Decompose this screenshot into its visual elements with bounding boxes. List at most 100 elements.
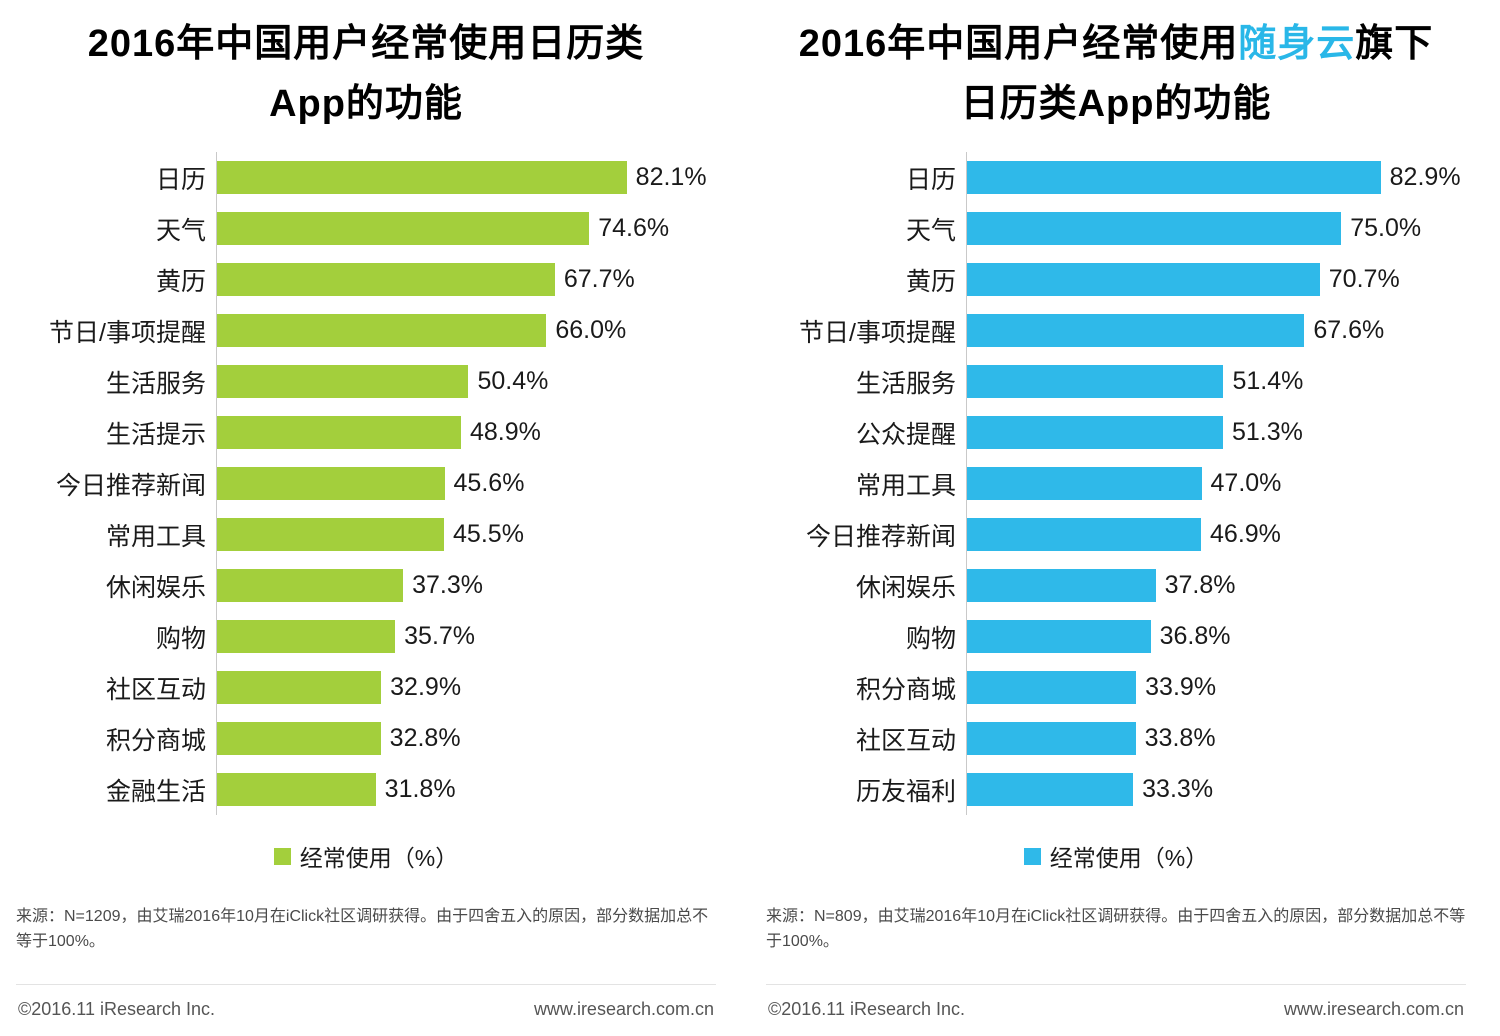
- category-label: 积分商城: [855, 675, 956, 704]
- bar-track: 66.0%: [216, 305, 716, 357]
- website-link[interactable]: www.iresearch.com.cn: [533, 999, 714, 1019]
- bar-row: 社区互动 32.9%: [16, 662, 716, 714]
- chart-title-line: App的功能: [16, 74, 716, 134]
- value-label: 31.8%: [384, 775, 456, 804]
- category-label: 金融生活: [105, 777, 206, 806]
- category-label: 积分商城: [105, 726, 206, 755]
- bar-track: 46.9%: [966, 509, 1466, 561]
- category-label: 今日推荐新闻: [805, 522, 956, 551]
- category-label: 节日/事项提醒: [49, 318, 206, 347]
- category-label: 生活服务: [855, 369, 956, 398]
- bar-track: 47.0%: [966, 458, 1466, 510]
- bar-row: 生活服务 51.4%: [766, 356, 1466, 408]
- bar-track: 45.5%: [216, 509, 716, 561]
- calendar-apps-usage-chart: 2016年中国用户经常使用日历类 App的功能 日历 82.1% 天气 74.6% 黄历 6…: [16, 23, 716, 1019]
- value-label: 82.1%: [635, 163, 707, 192]
- category-label: 休闲娱乐: [855, 573, 956, 602]
- bar: [967, 722, 1136, 756]
- bar: [217, 569, 404, 603]
- bar-track: 37.3%: [216, 560, 716, 612]
- bar-row: 休闲娱乐 37.3%: [16, 560, 716, 612]
- bar-track: 33.8%: [966, 713, 1466, 765]
- category-label: 常用工具: [855, 471, 956, 500]
- legend-label: 经常使用（%）: [1049, 845, 1209, 872]
- website-link[interactable]: www.iresearch.com.cn: [1283, 999, 1464, 1019]
- value-label: 37.3%: [412, 571, 484, 600]
- bar-track: 32.9%: [216, 662, 716, 714]
- bar-track: 74.6%: [216, 203, 716, 255]
- value-label: 33.3%: [1142, 775, 1214, 804]
- category-label: 日历: [155, 165, 206, 194]
- bar: [217, 671, 382, 705]
- category-label: 生活提示: [105, 420, 206, 449]
- bar-row: 今日推荐新闻 46.9%: [766, 509, 1466, 561]
- legend-swatch: [273, 847, 291, 865]
- bar-chart-plot: 日历 82.9% 天气 75.0% 黄历 70.7% 节日/事项提醒 67.6% 生活服务 51.…: [766, 152, 1466, 816]
- bar-track: 50.4%: [216, 356, 716, 408]
- bar: [967, 671, 1137, 705]
- bar: [217, 365, 469, 399]
- chart-title-line: 2016年中国用户经常使用随身云旗下: [766, 14, 1466, 74]
- bar: [967, 314, 1305, 348]
- category-label: 黄历: [155, 267, 206, 296]
- source-note: 来源：N=1209，由艾瑞2016年10月在iClick社区调研获得。由于四舍五…: [16, 908, 709, 950]
- bar: [217, 416, 461, 450]
- value-label: 35.7%: [404, 622, 476, 651]
- value-label: 33.9%: [1145, 673, 1217, 702]
- title-text: 日历类App的功能: [960, 83, 1272, 126]
- legend: 经常使用（%）: [766, 841, 1466, 871]
- bar: [967, 518, 1202, 552]
- title-highlight-text: 随身云: [1238, 23, 1356, 65]
- bar: [967, 620, 1151, 654]
- bar-row: 休闲娱乐 37.8%: [766, 560, 1466, 612]
- bar: [967, 365, 1224, 399]
- bar-row: 购物 35.7%: [16, 611, 716, 663]
- chart-title-line: 日历类App的功能: [766, 74, 1466, 134]
- category-label: 公众提醒: [855, 420, 956, 449]
- value-label: 33.8%: [1144, 724, 1216, 753]
- bar-row: 常用工具 47.0%: [766, 458, 1466, 510]
- bar-row: 节日/事项提醒 67.6%: [766, 305, 1466, 357]
- bar: [967, 569, 1156, 603]
- bar-row: 社区互动 33.8%: [766, 713, 1466, 765]
- bar-track: 33.9%: [966, 662, 1466, 714]
- legend: 经常使用（%）: [16, 841, 716, 871]
- bar: [967, 212, 1342, 246]
- bar: [967, 773, 1134, 807]
- bar-chart-plot: 日历 82.1% 天气 74.6% 黄历 67.7% 节日/事项提醒 66.0% 生活服务 50.…: [16, 152, 716, 816]
- category-label: 历友福利: [855, 777, 956, 806]
- bar-track: 51.3%: [966, 407, 1466, 459]
- title-text: 2016年中国用户经常使用日历类: [87, 23, 645, 65]
- bar-track: 48.9%: [216, 407, 716, 459]
- bar-row: 历友福利 33.3%: [766, 764, 1466, 816]
- value-label: 51.4%: [1232, 367, 1304, 396]
- value-label: 37.8%: [1164, 571, 1236, 600]
- category-label: 今日推荐新闻: [55, 471, 206, 500]
- bar-row: 天气 74.6%: [16, 203, 716, 255]
- value-label: 47.0%: [1210, 469, 1282, 498]
- bar-track: 82.1%: [216, 152, 716, 204]
- value-label: 74.6%: [598, 214, 670, 243]
- bar-row: 黄历 70.7%: [766, 254, 1466, 306]
- bar: [217, 314, 547, 348]
- legend-label: 经常使用（%）: [299, 845, 459, 872]
- bar-track: 32.8%: [216, 713, 716, 765]
- chart-title: 2016年中国用户经常使用随身云旗下日历类App的功能: [766, 14, 1466, 134]
- category-label: 节日/事项提醒: [799, 318, 956, 347]
- bar-row: 购物 36.8%: [766, 611, 1466, 663]
- bar-track: 31.8%: [216, 764, 716, 816]
- bar-row: 节日/事项提醒 66.0%: [16, 305, 716, 357]
- bar: [217, 620, 396, 654]
- bar-track: 75.0%: [966, 203, 1466, 255]
- copyright-text: ©2016.11 iResearch Inc.: [18, 999, 216, 1019]
- bar: [967, 161, 1381, 195]
- bar: [217, 722, 381, 756]
- value-label: 67.7%: [563, 265, 635, 294]
- bar-row: 金融生活 31.8%: [16, 764, 716, 816]
- bar-track: 36.8%: [966, 611, 1466, 663]
- category-label: 天气: [155, 216, 206, 245]
- suishenyun-apps-usage-chart: 2016年中国用户经常使用随身云旗下 日历类App的功能 日历 82.9% 天气 75.…: [750, 0, 1500, 1036]
- category-label: 购物: [905, 624, 956, 653]
- legend-swatch: [1023, 847, 1041, 865]
